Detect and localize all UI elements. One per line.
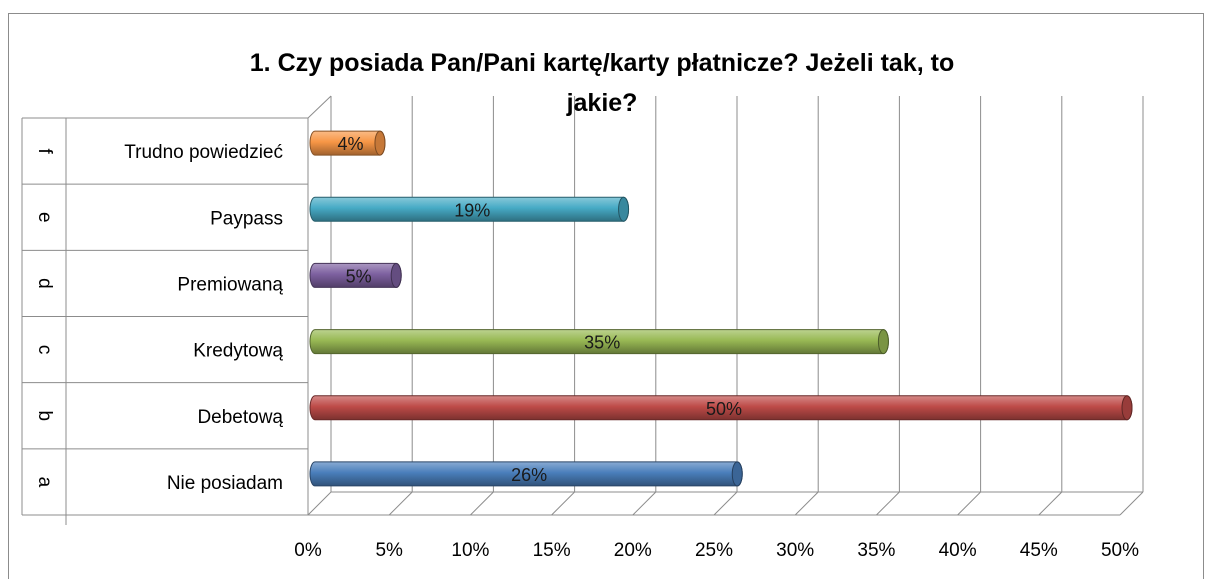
x-tick-label: 45%: [1020, 540, 1058, 561]
category-letter: c: [34, 345, 55, 355]
chart-title: 1. Czy posiada Pan/Pani kartę/karty płat…: [250, 49, 954, 117]
floor-gridline: [1119, 491, 1144, 516]
x-tick-label: 30%: [776, 540, 814, 561]
data-label: 4%: [337, 134, 363, 154]
category-label: Premiowaną: [177, 274, 283, 295]
category-letter: e: [34, 212, 55, 223]
floor-gridline: [794, 491, 819, 516]
category-letter: d: [34, 278, 55, 289]
category-label: Paypass: [210, 208, 283, 229]
bar-end-cap: [374, 130, 386, 156]
chart-title-line-2: jakie?: [566, 89, 638, 117]
value-axis: 0% 5% 10% 15% 20% 25% 30% 35% 40% 45% 50%: [294, 540, 1139, 561]
side-wall-top-edge: [307, 95, 332, 119]
x-tick-label: 25%: [695, 540, 733, 561]
category-axis: a Nie posiadam b Debetową c Kredytową d Premiow…: [21, 117, 308, 525]
category-letter: f: [34, 148, 55, 154]
floor-gridline: [632, 491, 657, 516]
floor-gridline: [957, 491, 981, 516]
bar: [309, 262, 402, 288]
data-label: 19%: [454, 200, 490, 220]
bar: [309, 395, 1133, 421]
floor-gridline: [551, 491, 575, 516]
floor-gridline: [1038, 491, 1063, 516]
gridlines: [307, 95, 1144, 516]
floor-gridline: [388, 491, 413, 516]
floor-gridline: [307, 491, 332, 516]
floor-gridline: [470, 491, 494, 516]
bar-end-cap: [877, 329, 889, 355]
bar-end-cap: [731, 461, 743, 487]
bar-end-cap: [618, 196, 630, 222]
floor-gridline: [713, 491, 738, 516]
category-label: Kredytową: [193, 341, 283, 362]
bar: [309, 461, 743, 487]
category-label: Nie posiadam: [167, 473, 283, 494]
chart-title-line-1: 1. Czy posiada Pan/Pani kartę/karty płat…: [250, 49, 954, 77]
x-tick-label: 5%: [375, 540, 403, 561]
x-tick-label: 40%: [939, 540, 977, 561]
x-tick-label: 20%: [614, 540, 652, 561]
category-letter: a: [34, 477, 55, 488]
category-label: Trudno powiedzieć: [124, 142, 283, 163]
x-tick-label: 15%: [533, 540, 571, 561]
bars: 26% 50% 35% 5% 19% 4%: [309, 130, 1133, 487]
x-tick-label: 50%: [1101, 540, 1139, 561]
data-label: 5%: [346, 266, 372, 286]
bar-end-cap: [1121, 395, 1133, 421]
x-tick-label: 0%: [294, 540, 322, 561]
data-label: 50%: [706, 399, 742, 419]
bar: [309, 130, 386, 156]
bar: [309, 329, 889, 355]
floor-gridline: [876, 491, 900, 516]
category-label: Debetową: [197, 407, 283, 428]
data-label: 26%: [511, 465, 547, 485]
category-letter: b: [34, 410, 55, 421]
data-label: 35%: [584, 333, 620, 353]
bar: [309, 196, 630, 222]
x-tick-label: 10%: [451, 540, 489, 561]
x-tick-label: 35%: [857, 540, 895, 561]
bar-end-cap: [390, 262, 402, 288]
